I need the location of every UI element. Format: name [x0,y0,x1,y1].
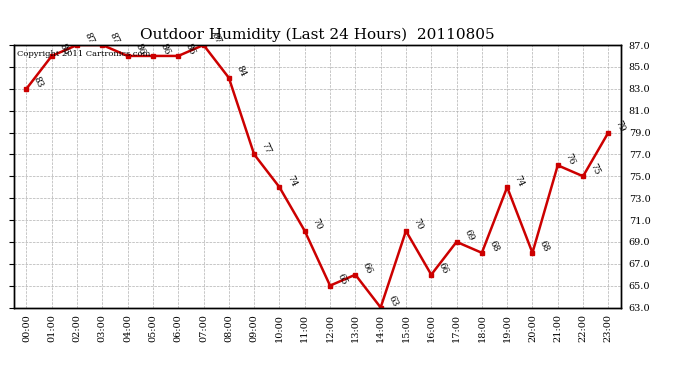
Text: 83: 83 [32,75,45,89]
Text: 69: 69 [462,228,475,243]
Text: 65: 65 [335,272,348,286]
Text: 66: 66 [437,261,450,275]
Text: 68: 68 [538,239,551,254]
Title: Outdoor Humidity (Last 24 Hours)  20110805: Outdoor Humidity (Last 24 Hours) 2011080… [140,28,495,42]
Text: 63: 63 [386,294,400,308]
Text: 87: 87 [83,32,96,46]
Text: 77: 77 [259,141,273,155]
Text: 70: 70 [310,217,324,231]
Text: 66: 66 [361,261,374,275]
Text: 84: 84 [235,64,248,78]
Text: 86: 86 [159,42,172,57]
Text: 79: 79 [614,119,627,133]
Text: 86: 86 [184,42,197,57]
Text: 86: 86 [57,42,70,57]
Text: 76: 76 [563,152,576,166]
Text: 74: 74 [285,174,298,188]
Text: 75: 75 [589,162,602,177]
Text: Copyright 2011 Cartronics.com: Copyright 2011 Cartronics.com [17,50,150,58]
Text: 87: 87 [209,32,222,46]
Text: 68: 68 [487,239,500,254]
Text: 70: 70 [411,217,424,231]
Text: 86: 86 [133,42,146,57]
Text: 74: 74 [513,174,526,188]
Text: 87: 87 [108,32,121,46]
